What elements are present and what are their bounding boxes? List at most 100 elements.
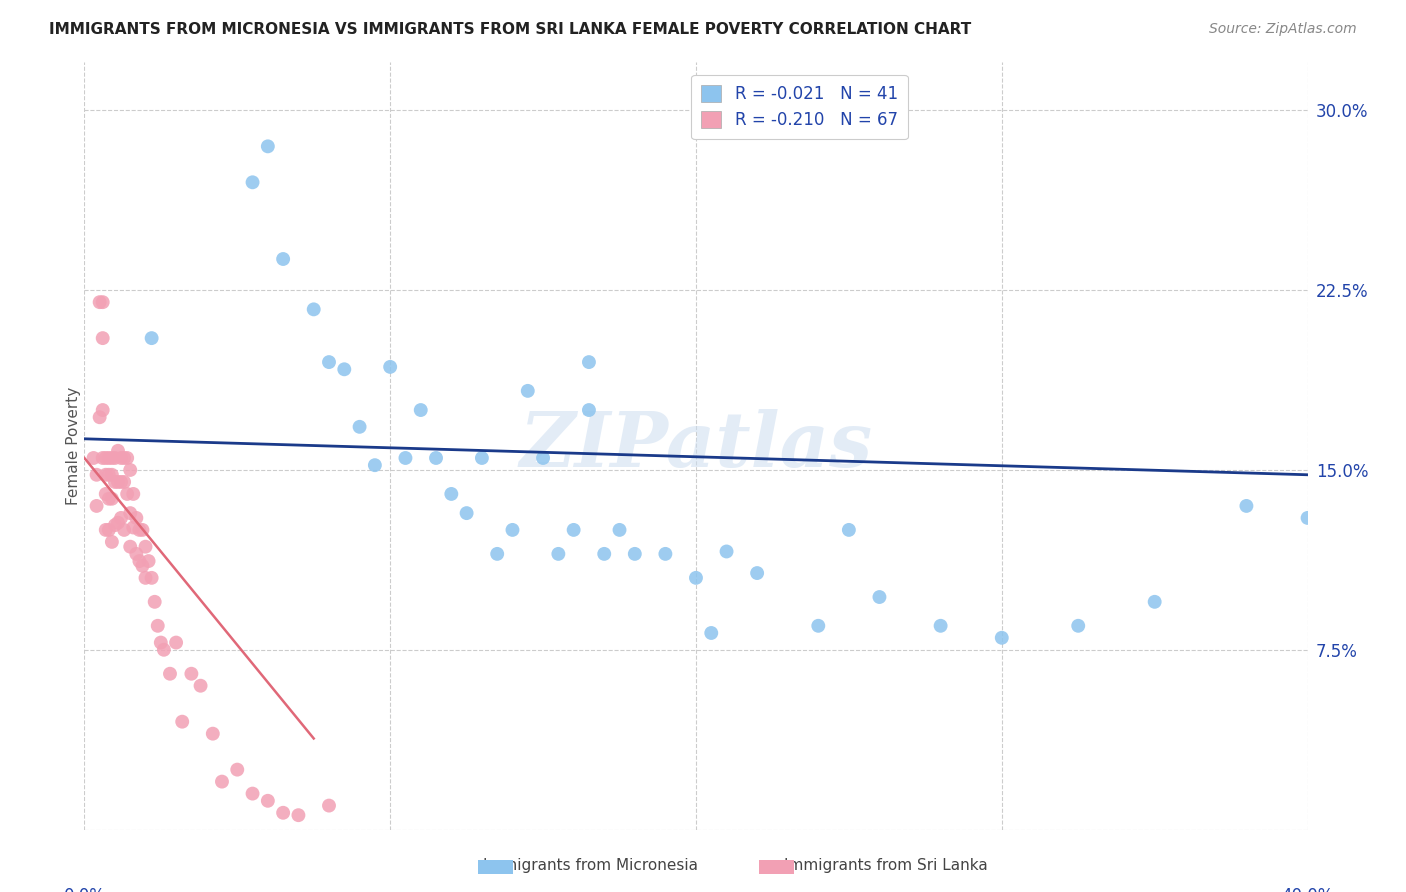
Point	[110, 511, 132, 525]
Text: Immigrants from Sri Lanka: Immigrants from Sri Lanka	[785, 858, 987, 872]
Point	[135, 571, 157, 585]
Point	[409, 403, 432, 417]
Point	[97, 450, 120, 465]
Point	[394, 450, 416, 465]
Point	[97, 491, 120, 506]
Point	[146, 619, 169, 633]
Point	[131, 523, 153, 537]
Point	[838, 523, 860, 537]
Point	[471, 450, 494, 465]
Point	[110, 475, 132, 489]
Point	[242, 787, 264, 801]
Point	[125, 547, 148, 561]
Point	[97, 467, 120, 482]
Legend: R = -0.021   N = 41, R = -0.210   N = 67: R = -0.021 N = 41, R = -0.210 N = 67	[692, 75, 908, 139]
Point	[112, 450, 135, 465]
Point	[125, 511, 148, 525]
Point	[94, 467, 117, 482]
Point	[547, 547, 569, 561]
Point	[120, 463, 142, 477]
Point	[138, 554, 160, 568]
Point	[91, 331, 114, 345]
Point	[624, 547, 647, 561]
Point	[1143, 595, 1166, 609]
Point	[1067, 619, 1090, 633]
Point	[172, 714, 194, 729]
Point	[141, 331, 163, 345]
Point	[302, 302, 325, 317]
Point	[929, 619, 952, 633]
Point	[609, 523, 631, 537]
Text: Immigrants from Micronesia: Immigrants from Micronesia	[484, 858, 697, 872]
Point	[211, 774, 233, 789]
Point	[425, 450, 447, 465]
Point	[531, 450, 554, 465]
Point	[107, 443, 129, 458]
Point	[1236, 499, 1258, 513]
Point	[135, 540, 157, 554]
Text: 0.0%: 0.0%	[63, 888, 105, 892]
Point	[107, 475, 129, 489]
Point	[486, 547, 509, 561]
Point	[165, 635, 187, 649]
Point	[180, 666, 202, 681]
Point	[654, 547, 676, 561]
Point	[120, 540, 142, 554]
Point	[287, 808, 309, 822]
Point	[991, 631, 1014, 645]
Point	[101, 467, 124, 482]
Point	[716, 544, 738, 558]
Point	[1296, 511, 1319, 525]
Point	[112, 475, 135, 489]
Point	[115, 450, 138, 465]
Point	[201, 726, 224, 740]
Point	[143, 595, 166, 609]
Text: IMMIGRANTS FROM MICRONESIA VS IMMIGRANTS FROM SRI LANKA FEMALE POVERTY CORRELATI: IMMIGRANTS FROM MICRONESIA VS IMMIGRANTS…	[49, 22, 972, 37]
Point	[502, 523, 524, 537]
Point	[700, 626, 723, 640]
Point	[456, 506, 478, 520]
Point	[257, 139, 280, 153]
Point	[349, 419, 371, 434]
Point	[190, 679, 212, 693]
Point	[122, 520, 145, 534]
Point	[128, 554, 150, 568]
Point	[128, 523, 150, 537]
Point	[141, 571, 163, 585]
Point	[869, 590, 891, 604]
Point	[101, 491, 124, 506]
Point	[149, 635, 172, 649]
Point	[364, 458, 387, 473]
Point	[91, 403, 114, 417]
Point	[578, 403, 600, 417]
Point	[807, 619, 830, 633]
Point	[120, 506, 142, 520]
Point	[685, 571, 707, 585]
Point	[97, 523, 120, 537]
Point	[153, 642, 176, 657]
Point	[271, 252, 294, 266]
Point	[380, 359, 402, 374]
Point	[101, 535, 124, 549]
Text: 40.0%: 40.0%	[1281, 888, 1334, 892]
Point	[131, 558, 153, 573]
Point	[104, 450, 127, 465]
Point	[89, 410, 111, 425]
Point	[242, 175, 264, 189]
Point	[115, 487, 138, 501]
Point	[94, 523, 117, 537]
Text: Source: ZipAtlas.com: Source: ZipAtlas.com	[1209, 22, 1357, 37]
Point	[89, 295, 111, 310]
Point	[107, 516, 129, 530]
Y-axis label: Female Poverty: Female Poverty	[66, 387, 80, 505]
Point	[86, 467, 108, 482]
Point	[110, 450, 132, 465]
Text: ZIPatlas: ZIPatlas	[519, 409, 873, 483]
Point	[440, 487, 463, 501]
Point	[578, 355, 600, 369]
Point	[104, 518, 127, 533]
Point	[104, 475, 127, 489]
Point	[562, 523, 585, 537]
Point	[83, 450, 105, 465]
Point	[86, 499, 108, 513]
